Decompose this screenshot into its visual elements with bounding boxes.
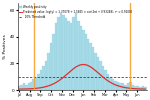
Bar: [92, 48, 94, 90]
Bar: [62, 16, 65, 90]
Bar: [77, 21, 80, 90]
Bar: [67, 21, 70, 90]
Bar: [82, 30, 85, 90]
Bar: [104, 70, 107, 90]
Bar: [57, 17, 60, 90]
Y-axis label: % Positives: % Positives: [3, 34, 8, 59]
Bar: [132, 85, 134, 90]
Bar: [127, 84, 129, 90]
Bar: [72, 17, 75, 90]
Bar: [122, 84, 124, 90]
Bar: [70, 24, 72, 90]
Bar: [80, 26, 82, 90]
Bar: [102, 66, 104, 90]
Bar: [37, 74, 40, 90]
Bar: [124, 85, 127, 90]
Bar: [87, 40, 90, 90]
Bar: [107, 74, 109, 90]
Bar: [27, 84, 30, 90]
Bar: [90, 44, 92, 90]
Bar: [32, 80, 35, 90]
Bar: [47, 53, 50, 90]
Bar: [85, 34, 87, 90]
Bar: [50, 44, 52, 90]
Bar: [144, 88, 147, 90]
Bar: [117, 82, 119, 90]
Bar: [20, 85, 22, 90]
Bar: [45, 61, 47, 90]
Bar: [129, 82, 132, 90]
Bar: [114, 81, 117, 90]
Bar: [52, 34, 55, 90]
Bar: [40, 70, 42, 90]
Bar: [30, 82, 32, 90]
Bar: [99, 61, 102, 90]
Bar: [75, 13, 77, 90]
Bar: [25, 85, 27, 90]
Bar: [119, 84, 122, 90]
Bar: [94, 53, 97, 90]
Bar: [22, 84, 25, 90]
Bar: [18, 86, 20, 90]
Bar: [134, 86, 137, 90]
Bar: [65, 18, 67, 90]
Bar: [112, 80, 114, 90]
Bar: [137, 86, 139, 90]
Bar: [35, 77, 37, 90]
Bar: [60, 13, 62, 90]
Bar: [109, 77, 112, 90]
Legend: Weekly positivity, Predicted value: log(y) = 1.37078 + 1.5865 × cos(2πt + 0.9324: Weekly positivity, Predicted value: log(…: [19, 5, 132, 19]
Bar: [42, 66, 45, 90]
Bar: [97, 57, 99, 90]
Bar: [139, 88, 142, 90]
Bar: [55, 24, 57, 90]
Bar: [142, 86, 144, 90]
